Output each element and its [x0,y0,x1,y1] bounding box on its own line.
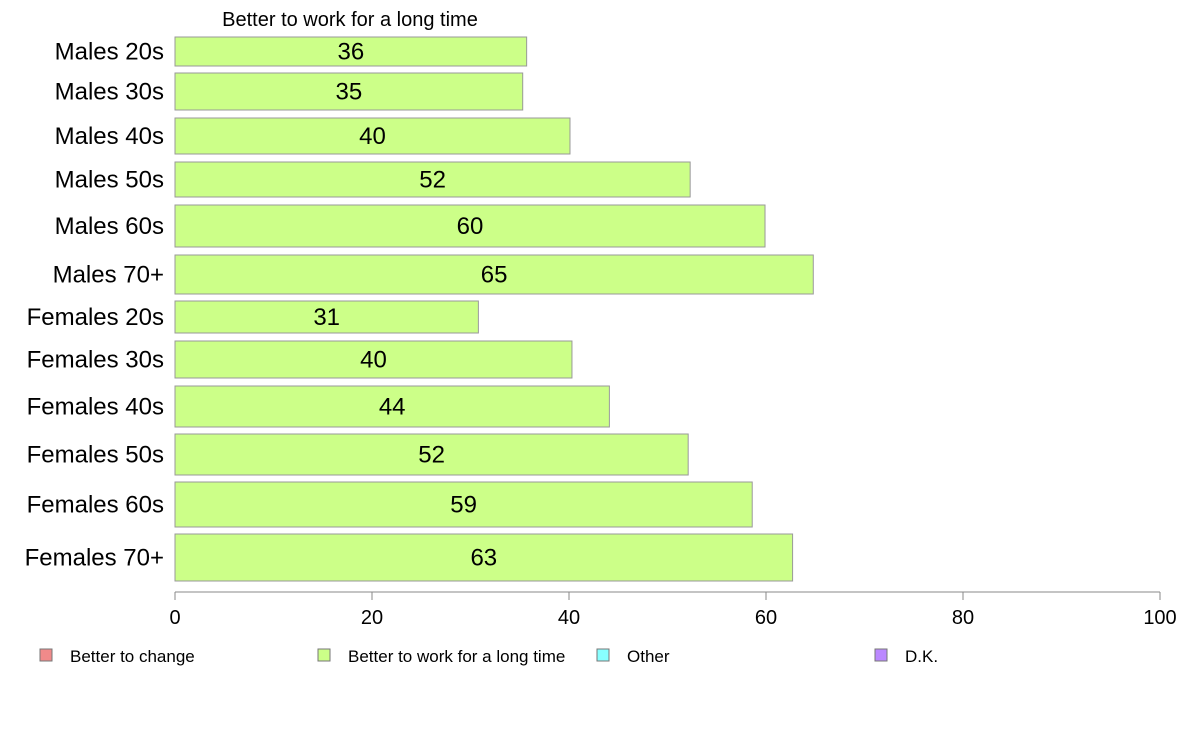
category-label: Females 70+ [25,545,164,572]
bar [174,254,814,295]
category-label: Females 20s [27,304,164,331]
legend-swatch [874,648,888,662]
legend-swatch [596,648,610,662]
category-label: Females 40s [27,394,164,421]
category-label: Males 50s [55,167,164,194]
category-label: Males 30s [55,79,164,106]
data-label: 65 [481,262,508,289]
bar [174,433,689,476]
data-label: 40 [360,347,387,374]
x-tick-label: 60 [755,607,777,629]
bar [174,481,753,528]
bars-layer: Males 20s 36 Males 30s 35 Males 40s 40 Males 5… [25,36,814,582]
data-label: 44 [379,394,406,421]
legend-label: D.K. [905,647,938,666]
data-label: 60 [457,213,484,240]
bar [174,161,691,198]
x-tick-label: 20 [361,607,383,629]
x-axis: 0 20 40 60 80 100 [169,591,1177,629]
legend-label: Better to work for a long time [348,647,565,666]
data-label: 52 [418,442,445,469]
data-label: 31 [313,304,340,331]
category-label: Males 70+ [53,262,164,289]
category-label: Females 50s [27,442,164,469]
data-label: 63 [470,545,497,572]
legend-swatch [39,648,53,662]
category-label: Males 40s [55,123,164,150]
category-label: Females 60s [27,492,164,519]
category-label: Males 20s [55,39,164,66]
bar [174,204,766,248]
x-tick-label: 100 [1143,607,1176,629]
bar [174,117,571,155]
x-tick-label: 80 [952,607,974,629]
bar [174,533,794,582]
bar [174,340,573,379]
bar [174,36,528,67]
data-label: 36 [337,39,364,66]
chart-title: Better to work for a long time [222,9,478,31]
legend: Better to change Better to work for a lon… [39,647,938,666]
x-tick-label: 0 [169,607,180,629]
legend-label: Better to change [70,647,195,666]
legend-swatch [317,648,331,662]
data-label: 40 [359,123,386,150]
data-label: 59 [450,492,477,519]
legend-label: Other [627,647,670,666]
category-label: Females 30s [27,347,164,374]
bar [174,72,524,111]
x-tick-label: 40 [558,607,580,629]
category-label: Males 60s [55,213,164,240]
bar [174,300,479,334]
data-label: 35 [336,79,363,106]
bar [174,385,610,428]
data-label: 52 [419,167,446,194]
